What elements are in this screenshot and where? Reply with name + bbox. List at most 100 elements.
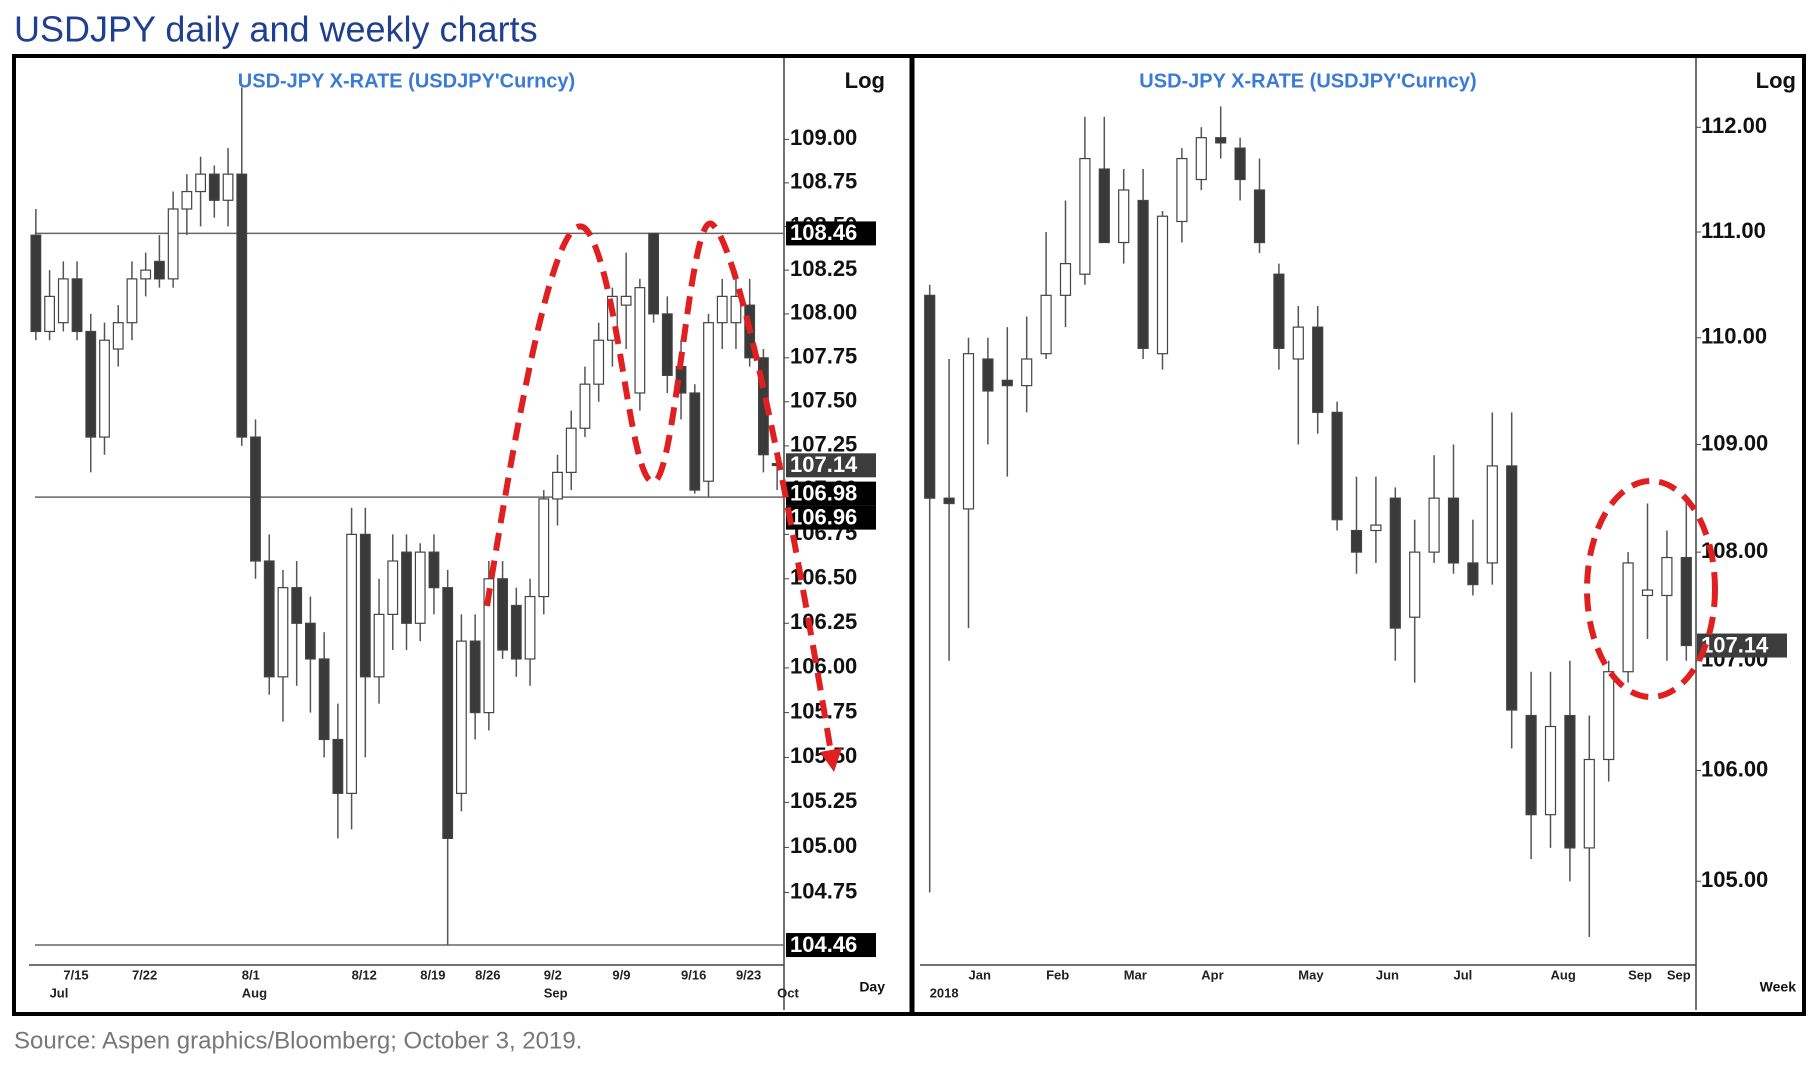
candle-body xyxy=(1389,497,1401,629)
candle-body xyxy=(428,551,440,589)
candle-body xyxy=(373,613,385,678)
highlight-circle xyxy=(1584,478,1718,700)
candle-body xyxy=(1156,215,1169,355)
x-tick-label: 8/12 xyxy=(352,967,377,982)
candle-body xyxy=(456,640,467,794)
candle-body xyxy=(1370,524,1382,532)
price-box-label: 107.14 xyxy=(1701,632,1769,657)
x-tick-label: Apr xyxy=(1201,967,1223,982)
price-box xyxy=(786,221,876,246)
price-box xyxy=(1697,633,1787,658)
candle-body xyxy=(250,436,261,562)
candle-body xyxy=(469,640,481,714)
period-label: Week xyxy=(1760,979,1797,995)
x-tick-label: Sep xyxy=(1667,967,1691,982)
candle-body xyxy=(126,278,138,324)
x-tick-label: Aug xyxy=(1551,967,1576,982)
candle-body xyxy=(167,208,179,280)
y-tick-label: 106.00 xyxy=(1701,756,1768,781)
candle-body xyxy=(85,330,97,438)
y-tick-label: 105.00 xyxy=(790,833,857,858)
y-tick-label: 107.75 xyxy=(790,344,857,369)
candle-body xyxy=(30,234,42,333)
candle-body xyxy=(1059,263,1072,296)
candle-body xyxy=(689,392,701,491)
y-tick-label: 109.00 xyxy=(1701,430,1768,455)
candle-body xyxy=(1021,358,1033,387)
x-sublabel: Sep xyxy=(544,985,568,1000)
candle-body xyxy=(1331,411,1343,521)
x-tick-label: Jan xyxy=(969,967,991,982)
x-sublabel: Oct xyxy=(777,985,799,1000)
candle-body xyxy=(730,295,742,324)
candle-body xyxy=(1544,725,1557,816)
candle-body xyxy=(1447,497,1460,564)
candle-body xyxy=(1273,273,1285,349)
candle-body xyxy=(99,339,110,438)
candle-body xyxy=(943,497,955,505)
candle-body xyxy=(1622,562,1634,673)
price-box-label: 108.46 xyxy=(790,220,857,245)
price-box-label: 104.46 xyxy=(790,932,857,957)
candle-body xyxy=(401,551,412,624)
candle-body xyxy=(1467,562,1479,586)
candle-body xyxy=(1428,497,1440,553)
candle-body xyxy=(222,173,234,201)
candle-body xyxy=(1253,189,1266,244)
period-label: Day xyxy=(859,979,885,995)
candle-body xyxy=(1040,294,1052,355)
annotations xyxy=(484,220,1718,772)
x-tick-label: Sep xyxy=(1628,967,1652,982)
candle-body xyxy=(1583,758,1595,849)
candle-body xyxy=(1079,157,1091,275)
y-tick-label: 106.25 xyxy=(790,609,857,634)
candle-body xyxy=(1234,147,1246,181)
candle-body xyxy=(154,260,165,280)
candle-body xyxy=(716,295,728,324)
price-box-label: 106.96 xyxy=(790,504,857,529)
candle-body xyxy=(510,604,522,660)
candle-body xyxy=(1118,189,1130,244)
y-tick-label: 107.25 xyxy=(790,432,857,457)
x-sublabel: Jul xyxy=(50,985,69,1000)
x-tick-label: 9/9 xyxy=(612,967,630,982)
candle-body xyxy=(924,294,936,499)
x-tick-label: May xyxy=(1298,967,1324,982)
candle-body xyxy=(703,322,714,482)
chart-title: USD-JPY X-RATE (USDJPY'Curncy) xyxy=(238,70,575,92)
y-tick-label: 106.00 xyxy=(790,654,857,679)
chart-title: USD-JPY X-RATE (USDJPY'Curncy) xyxy=(1139,70,1476,92)
candle-body xyxy=(1176,157,1188,223)
y-tick-label: 105.25 xyxy=(790,788,857,813)
candle-body xyxy=(634,287,646,394)
candle-body xyxy=(1564,714,1576,849)
scale-label: Log xyxy=(1756,68,1796,93)
candle-body xyxy=(140,269,152,280)
candle-body xyxy=(57,278,69,324)
candle-body xyxy=(208,173,220,201)
price-box xyxy=(786,933,876,958)
x-tick-label: 8/19 xyxy=(420,967,445,982)
y-tick-label: 108.25 xyxy=(790,256,857,281)
candle-body xyxy=(71,278,83,333)
candle-body xyxy=(1409,551,1421,618)
candle-body xyxy=(1195,137,1207,181)
candle-body xyxy=(305,622,316,660)
candle-body xyxy=(620,295,632,306)
x-sublabel: Aug xyxy=(242,985,267,1000)
candle-body xyxy=(112,322,124,350)
candle-body xyxy=(291,587,303,624)
candle-body xyxy=(538,498,550,598)
candle-body xyxy=(497,578,508,651)
x-tick-label: Mar xyxy=(1124,967,1147,982)
candle-body xyxy=(1525,714,1537,816)
price-box-label: 106.98 xyxy=(790,480,857,505)
x-tick-label: 9/2 xyxy=(544,967,562,982)
x-tick-label: 8/1 xyxy=(242,967,260,982)
x-sublabel: 2018 xyxy=(930,985,959,1000)
x-tick-label: 8/26 xyxy=(475,967,500,982)
candle-body xyxy=(181,190,193,210)
candle-body xyxy=(1312,326,1324,413)
frame xyxy=(12,54,1806,1016)
x-tick-label: 7/22 xyxy=(132,967,157,982)
